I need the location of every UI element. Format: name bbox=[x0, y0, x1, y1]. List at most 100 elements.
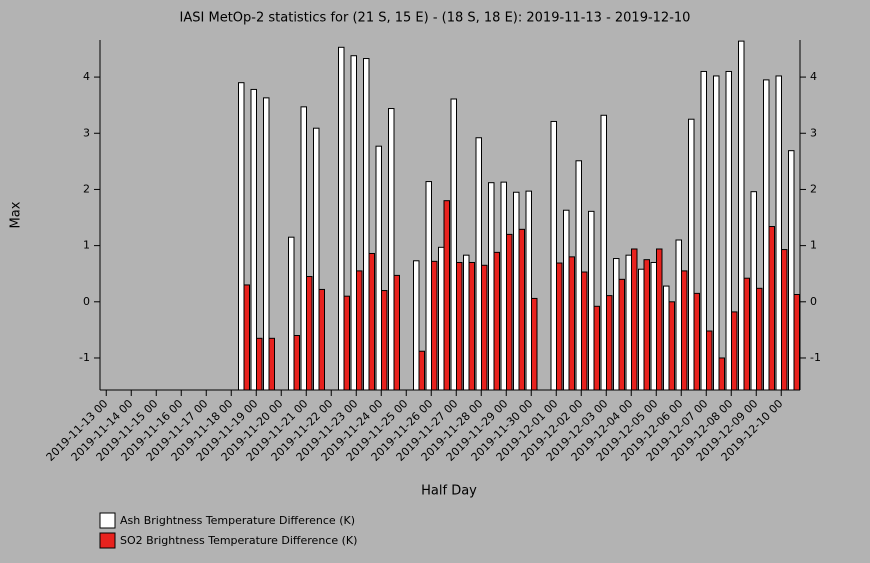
y2-tick-label: 1 bbox=[810, 239, 817, 252]
bar bbox=[556, 262, 563, 391]
legend-swatch bbox=[99, 512, 116, 529]
bar bbox=[418, 350, 425, 391]
bar bbox=[475, 137, 482, 391]
bar bbox=[588, 210, 595, 391]
bar bbox=[388, 108, 395, 391]
bar bbox=[613, 258, 620, 391]
bar bbox=[781, 249, 788, 391]
bar bbox=[313, 127, 320, 391]
bar bbox=[513, 191, 520, 391]
bar bbox=[438, 246, 445, 391]
bar bbox=[675, 239, 682, 391]
bar bbox=[631, 248, 638, 391]
bar bbox=[575, 160, 582, 391]
bar bbox=[625, 254, 632, 391]
bar bbox=[500, 181, 507, 391]
bar bbox=[750, 191, 757, 391]
bar bbox=[356, 270, 363, 391]
bar bbox=[293, 335, 300, 391]
bar bbox=[518, 228, 525, 391]
bar bbox=[656, 248, 663, 391]
bar bbox=[343, 295, 350, 391]
bar bbox=[368, 252, 375, 391]
bar bbox=[463, 254, 470, 391]
bar bbox=[493, 251, 500, 391]
bar bbox=[425, 181, 432, 391]
bar bbox=[563, 209, 570, 391]
bar bbox=[506, 233, 513, 391]
bar bbox=[381, 290, 388, 391]
bar bbox=[318, 288, 325, 391]
bar bbox=[618, 278, 625, 391]
bar bbox=[700, 70, 707, 391]
bar bbox=[263, 97, 270, 391]
bar bbox=[338, 46, 345, 391]
y-tick-label: 3 bbox=[83, 126, 90, 139]
y-tick-label: 2 bbox=[83, 182, 90, 195]
bar bbox=[288, 236, 295, 391]
bar bbox=[581, 271, 588, 391]
chart-title: IASI MetOp-2 statistics for (21 S, 15 E)… bbox=[180, 11, 691, 26]
bar bbox=[738, 40, 745, 391]
y2-tick-label: 0 bbox=[810, 295, 817, 308]
bar bbox=[793, 293, 800, 391]
bar bbox=[756, 287, 763, 391]
bar bbox=[568, 256, 575, 391]
bar bbox=[713, 75, 720, 391]
legend-label: SO2 Brightness Temperature Difference (K… bbox=[120, 534, 357, 547]
bar bbox=[788, 150, 795, 391]
y2-tick-label: 2 bbox=[810, 182, 817, 195]
y-tick-label: 4 bbox=[83, 70, 90, 83]
y2-tick-label: 3 bbox=[810, 126, 817, 139]
legend-swatch bbox=[99, 532, 116, 549]
bar bbox=[706, 330, 713, 391]
bar bbox=[775, 75, 782, 391]
bar bbox=[250, 88, 257, 391]
y-tick-label: 1 bbox=[83, 239, 90, 252]
bar bbox=[668, 301, 675, 391]
bar bbox=[600, 114, 607, 391]
bar bbox=[606, 295, 613, 391]
bar bbox=[643, 259, 650, 391]
bar bbox=[693, 292, 700, 391]
bar bbox=[681, 270, 688, 391]
bar bbox=[725, 70, 732, 391]
bar bbox=[431, 260, 438, 391]
y-tick-label: -1 bbox=[79, 351, 90, 364]
bar bbox=[243, 284, 250, 391]
bar bbox=[450, 98, 457, 391]
y2-tick-label: 4 bbox=[810, 70, 817, 83]
bar bbox=[481, 264, 488, 391]
y-axis-label: Max bbox=[9, 201, 24, 228]
bar bbox=[350, 55, 357, 391]
bar bbox=[306, 276, 313, 391]
bar bbox=[456, 261, 463, 391]
bar bbox=[743, 277, 750, 391]
bar bbox=[393, 274, 400, 391]
bar bbox=[688, 118, 695, 391]
bar bbox=[731, 311, 738, 391]
bar bbox=[550, 120, 557, 391]
bar bbox=[593, 305, 600, 391]
bar bbox=[525, 190, 532, 391]
bar bbox=[768, 226, 775, 391]
y-tick-label: 0 bbox=[83, 295, 90, 308]
bar bbox=[363, 58, 370, 391]
bar bbox=[663, 285, 670, 391]
bar bbox=[413, 260, 420, 391]
bar bbox=[638, 268, 645, 391]
bar bbox=[763, 79, 770, 391]
y2-tick-label: -1 bbox=[810, 351, 821, 364]
bar bbox=[256, 337, 263, 391]
bar bbox=[300, 106, 307, 391]
bar bbox=[468, 261, 475, 391]
bar bbox=[650, 261, 657, 391]
bar bbox=[443, 200, 450, 391]
bar bbox=[238, 82, 245, 391]
bar bbox=[531, 297, 538, 391]
bar bbox=[268, 337, 275, 391]
x-axis-label: Half Day bbox=[421, 484, 477, 499]
legend-label: Ash Brightness Temperature Difference (K… bbox=[120, 514, 355, 527]
bar bbox=[375, 145, 382, 391]
